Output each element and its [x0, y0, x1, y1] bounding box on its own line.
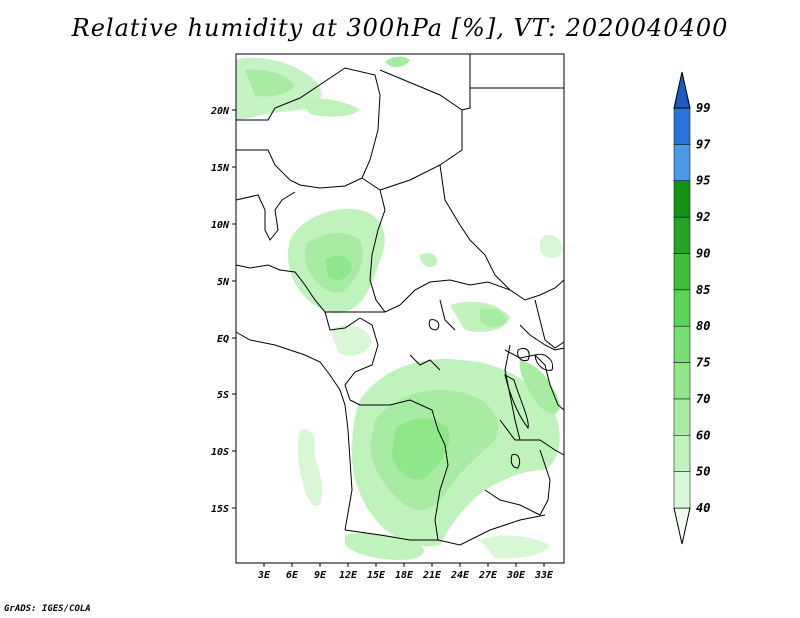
lat-label: 15N: [211, 163, 230, 174]
lon-label: 30E: [506, 570, 526, 581]
colorbar-label: 75: [696, 356, 710, 370]
colorbar-segment: [673, 144, 691, 181]
lon-label: 15E: [367, 570, 386, 581]
colorbar-segment: [673, 362, 691, 400]
lon-label: 9E: [314, 570, 327, 581]
lakes: [428, 319, 554, 469]
country-borders: [235, 54, 565, 546]
colorbar-label: 70: [696, 392, 710, 406]
colorbar-label: 97: [696, 137, 711, 151]
colorbar-segment: [673, 471, 691, 509]
colorbar-label: 60: [696, 428, 710, 442]
colorbar-segment: [673, 398, 691, 436]
colorbar-segment: [673, 253, 691, 291]
lon-label: 18E: [395, 570, 414, 581]
lon-label: 21E: [422, 570, 442, 581]
colorbar-segment: [673, 180, 691, 218]
colorbar: 40 50 60 70 75 80 85 90 92 95 97 99: [673, 71, 711, 545]
map-panel: [235, 53, 565, 564]
lon-label: 27E: [478, 570, 498, 581]
colorbar-min-triangle: [673, 507, 691, 545]
lat-label: 10S: [211, 447, 229, 458]
colorbar-label: 40: [696, 501, 710, 515]
lon-label: 33E: [534, 570, 554, 581]
longitude-axis: 3E 6E 9E 12E 15E 18E 21E 24E 27E 30E 33E: [257, 563, 554, 581]
grads-credit: GrADS: IGES/COLA: [4, 604, 91, 614]
lat-label: 20N: [210, 106, 230, 117]
colorbar-segment: [673, 107, 691, 145]
colorbar-segment: [673, 325, 691, 363]
colorbar-label: 50: [696, 465, 710, 479]
lat-label: EQ: [217, 334, 229, 345]
lat-label: 5S: [217, 390, 229, 401]
colorbar-label: 85: [696, 283, 710, 297]
colorbar-label: 99: [696, 101, 710, 115]
colorbar-label: 80: [696, 319, 710, 333]
lat-label: 15S: [211, 504, 229, 515]
colorbar-segment: [673, 216, 691, 254]
lat-label: 5N: [217, 277, 230, 288]
colorbar-max-triangle: [673, 71, 691, 109]
map-title: Relative humidity at 300hPa [%], VT: 202…: [71, 14, 729, 42]
colorbar-segment: [673, 289, 691, 327]
lon-label: 6E: [286, 570, 299, 581]
latitude-axis: 20N 15N 10N 5N EQ 5S 10S 15S: [210, 106, 236, 515]
humidity-field: [236, 56, 563, 560]
lat-label: 10N: [211, 220, 230, 231]
colorbar-segment: [673, 435, 691, 472]
colorbar-label: 95: [696, 174, 710, 188]
colorbar-label: 92: [696, 210, 710, 224]
lon-label: 12E: [339, 570, 358, 581]
lon-label: 3E: [257, 570, 271, 581]
colorbar-label: 90: [696, 246, 710, 260]
map-frame: [235, 53, 565, 564]
lon-label: 24E: [450, 570, 470, 581]
